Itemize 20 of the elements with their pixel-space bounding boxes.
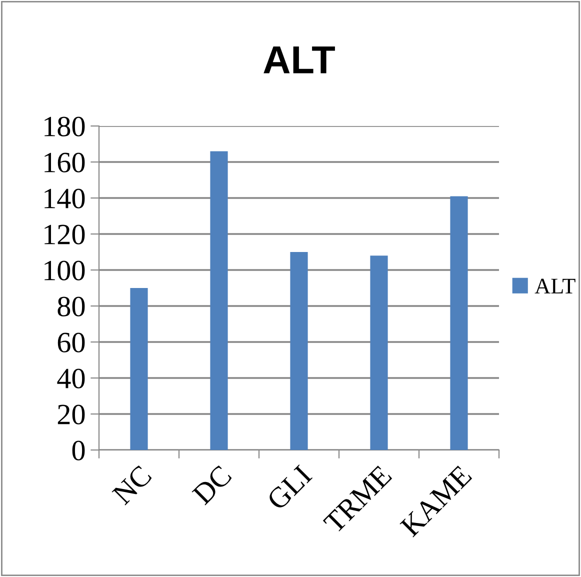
bar [450,196,468,450]
y-tick-label: 120 [44,224,85,244]
y-tick-label: 180 [44,116,85,136]
y-tick-label: 0 [72,440,85,460]
y-tick-label: 100 [44,260,85,280]
x-tick-label: NC [112,464,152,506]
bar [130,288,148,450]
x-tick-label: DC [192,464,232,506]
bar [290,252,308,450]
x-tick-label: GLI [266,464,313,511]
legend-label: ALT [534,278,576,294]
chart-title: ALT [264,46,335,74]
y-tick-label: 20 [58,404,85,424]
bar [370,256,388,450]
y-tick-label: 160 [44,152,85,172]
y-tick-label: 140 [44,188,85,208]
y-tick-label: 40 [57,368,85,388]
y-tick-label: 60 [58,332,85,352]
y-tick-label: 80 [58,296,85,316]
bar [210,151,228,450]
